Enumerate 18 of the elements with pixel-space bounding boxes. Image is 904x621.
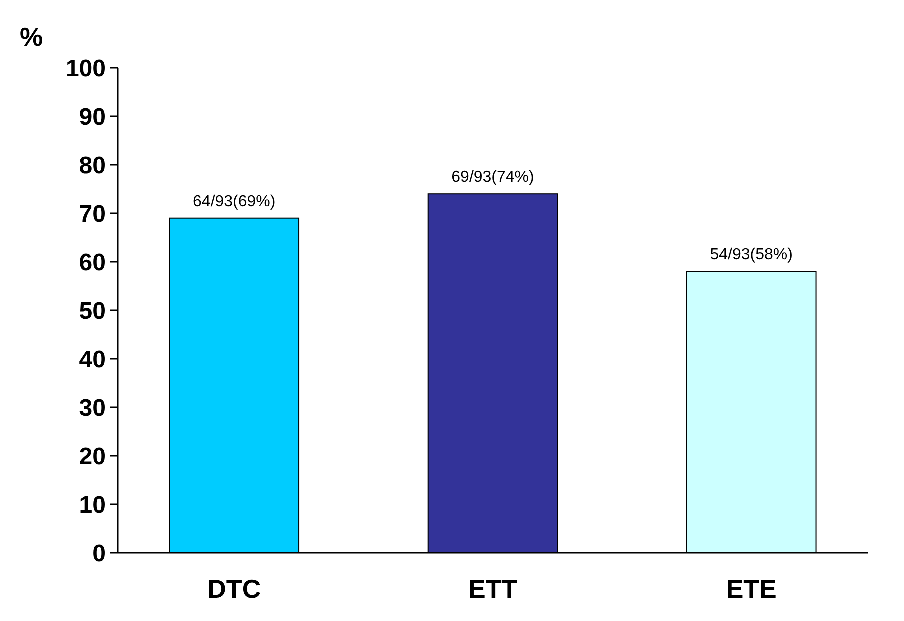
y-tick-label: 70 — [79, 200, 106, 228]
y-tick-label: 80 — [79, 152, 106, 180]
y-tick-label: 10 — [79, 492, 106, 519]
x-tick-label: DTC — [208, 574, 262, 604]
data-label: 69/93(74%) — [452, 169, 534, 186]
y-tick-label: 90 — [79, 104, 106, 131]
y-tick-label: 20 — [79, 443, 106, 470]
y-tick-label: 0 — [92, 540, 106, 568]
y-tick-label: 50 — [79, 298, 106, 325]
y-tick-label: 30 — [79, 394, 106, 422]
y-tick-label: 100 — [66, 55, 106, 82]
y-axis-title: % — [20, 22, 44, 52]
y-tick-label: 60 — [79, 249, 106, 276]
x-tick-label: ETE — [726, 574, 777, 604]
data-label: 54/93(58%) — [710, 246, 793, 264]
x-tick-label: ETT — [468, 574, 518, 604]
y-tick-label: 40 — [79, 346, 106, 374]
data-label: 64/93(69%) — [193, 193, 276, 210]
